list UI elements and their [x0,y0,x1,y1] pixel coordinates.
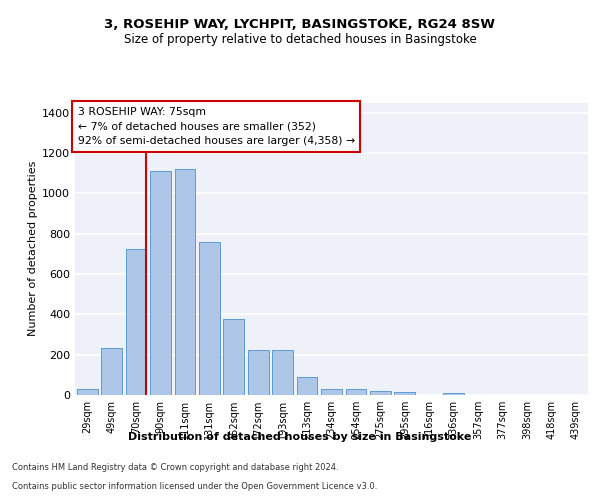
Text: Contains public sector information licensed under the Open Government Licence v3: Contains public sector information licen… [12,482,377,491]
Bar [321,388,342,395]
Bar [199,242,220,395]
Bar [296,377,317,395]
Bar [175,169,196,395]
Bar [394,392,415,395]
Y-axis label: Number of detached properties: Number of detached properties [28,161,38,336]
Text: Size of property relative to detached houses in Basingstoke: Size of property relative to detached ho… [124,32,476,46]
Bar [346,390,367,395]
Text: Contains HM Land Registry data © Crown copyright and database right 2024.: Contains HM Land Registry data © Crown c… [12,464,338,472]
Bar [443,392,464,395]
Bar [77,389,98,395]
Bar [223,318,244,395]
Text: 3, ROSEHIP WAY, LYCHPIT, BASINGSTOKE, RG24 8SW: 3, ROSEHIP WAY, LYCHPIT, BASINGSTOKE, RG… [104,18,496,30]
Bar [125,249,146,395]
Bar [272,350,293,395]
Text: 3 ROSEHIP WAY: 75sqm
← 7% of detached houses are smaller (352)
92% of semi-detac: 3 ROSEHIP WAY: 75sqm ← 7% of detached ho… [77,107,355,146]
Bar [370,390,391,395]
Bar [248,350,269,395]
Bar [150,171,171,395]
Bar [101,348,122,395]
Text: Distribution of detached houses by size in Basingstoke: Distribution of detached houses by size … [128,432,472,442]
